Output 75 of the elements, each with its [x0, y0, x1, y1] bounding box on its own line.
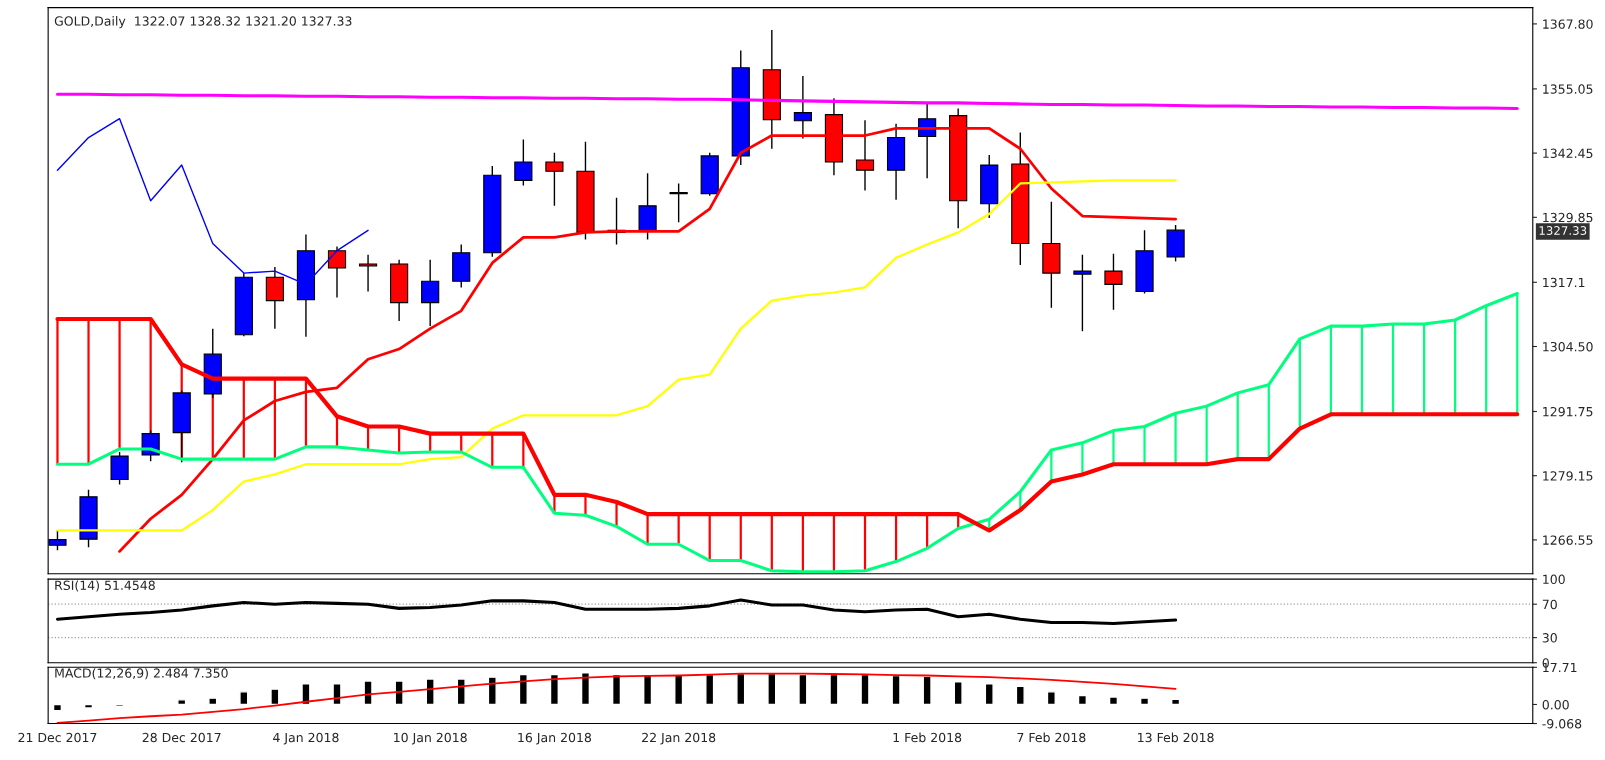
- bar: [518, 673, 528, 706]
- bar: [829, 673, 839, 706]
- bar: [83, 703, 94, 709]
- x-tick-label: 4 Jan 2018: [273, 732, 339, 745]
- bar: [922, 675, 932, 706]
- bar: [674, 673, 684, 706]
- bar: [1046, 691, 1056, 706]
- bar: [891, 674, 901, 706]
- bar: [1077, 694, 1087, 706]
- line-series: [56, 179, 1177, 532]
- candlestick: [358, 254, 378, 293]
- bar: [860, 673, 870, 706]
- bar: [456, 678, 466, 706]
- bar: [643, 673, 653, 706]
- y-tick-label: 70: [1542, 599, 1557, 610]
- candlestick: [793, 75, 812, 140]
- bar: [52, 703, 63, 712]
- bar: [208, 697, 218, 706]
- x-tick-label: 16 Jan 2018: [518, 732, 592, 745]
- y-tick-label: 1304.50: [1543, 341, 1593, 352]
- y-tick-label: -9.068: [1542, 718, 1582, 729]
- y-tick-label: 1367.80: [1543, 19, 1593, 29]
- line-series: [55, 92, 1519, 111]
- x-tick-label: 13 Feb 2018: [1138, 732, 1214, 743]
- candlestick: [327, 245, 347, 299]
- candlestick: [669, 182, 688, 223]
- bar: [487, 676, 497, 706]
- y-tick-label: 1317.1: [1543, 277, 1585, 288]
- bar: [363, 680, 373, 706]
- bar: [580, 672, 591, 706]
- candlestick: [514, 138, 533, 187]
- line-series: [55, 598, 1178, 625]
- x-tick-label: 1 Feb 2018: [893, 732, 962, 743]
- bar: [425, 678, 435, 706]
- bar: [1108, 696, 1119, 706]
- candlestick: [265, 266, 284, 330]
- y-tick-label: 0.00: [1542, 699, 1569, 710]
- chart-title: MACD(12,26,9) 2.484 7.350: [55, 668, 228, 680]
- candlestick: [110, 451, 129, 486]
- bar: [1015, 685, 1025, 706]
- bar: [705, 673, 715, 706]
- x-tick-label: 7 Feb 2018: [1017, 732, 1086, 743]
- bar: [736, 672, 746, 706]
- bar: [177, 699, 187, 706]
- bar: [549, 673, 559, 706]
- text: GOLD,Daily 1322.07 1328.32 1321.20 1327.33: [54, 16, 352, 29]
- chart-title: RSI(14) 51.4548: [55, 580, 155, 592]
- y-tick-label: 100: [1543, 574, 1565, 585]
- y-tick-label: 1279.15: [1543, 471, 1593, 481]
- bar: [611, 673, 622, 706]
- candlestick: [421, 259, 440, 327]
- text: 1327.33: [1539, 226, 1587, 235]
- x-tick-label: 22 Jan 2018: [642, 732, 716, 745]
- y-tick-label: 1291.75: [1543, 406, 1593, 417]
- bar: [1139, 697, 1150, 706]
- y-tick-label: 1342.45: [1543, 148, 1593, 159]
- bar: [798, 673, 808, 706]
- y-tick-label: 1355.05: [1543, 84, 1593, 94]
- candlestick: [1073, 254, 1092, 332]
- bar: [332, 682, 342, 706]
- x-tick-label: 28 Dec 2017: [142, 732, 221, 743]
- bar: [239, 691, 249, 706]
- bar: [394, 680, 404, 706]
- candlestick: [1104, 253, 1123, 311]
- y-tick-label: 1329.85: [1543, 212, 1593, 223]
- x-tick-label: 10 Jan 2018: [394, 732, 467, 745]
- bar: [270, 688, 280, 706]
- x-tick-label: 21 Dec 2017: [18, 732, 97, 743]
- bar: [984, 682, 994, 706]
- y-tick-label: 1266.55: [1543, 535, 1593, 545]
- bar: [767, 672, 777, 706]
- candlestick: [545, 152, 564, 207]
- y-tick-label: 30: [1542, 633, 1557, 643]
- bar: [953, 681, 963, 706]
- bar: [1171, 698, 1181, 706]
